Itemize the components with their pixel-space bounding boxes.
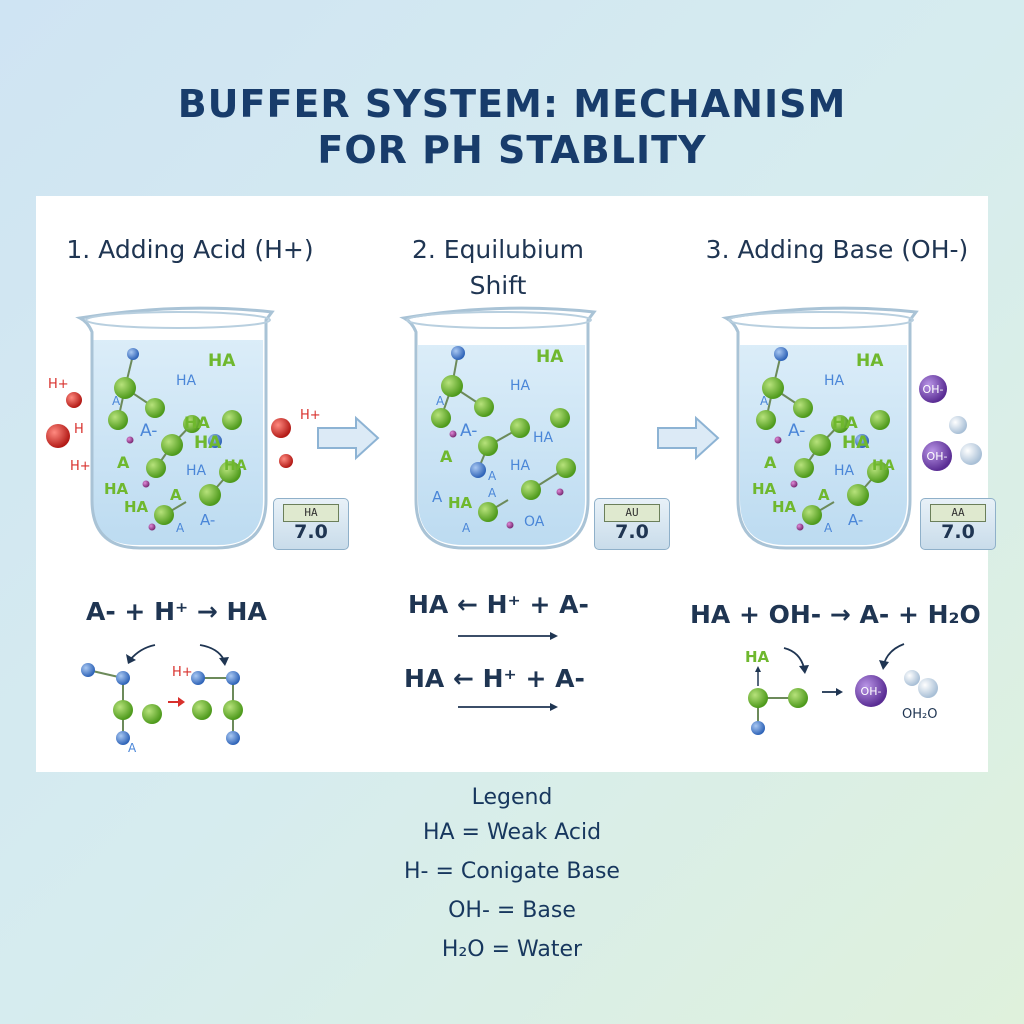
step-2-text: 2. Equilubium Shift (411, 235, 585, 300)
beaker-2: HA HA A A- HA A HA A A A HA OA A (399, 306, 597, 550)
b3-ha-8: HA (772, 498, 797, 516)
equation-step-2-line-2: HA ← H⁺ + A- (404, 664, 585, 693)
ph-meter-2: AU 7.0 (594, 498, 670, 550)
equation-step-1: A- + H⁺ → HA (86, 597, 267, 626)
b1-ha-1: HA (208, 351, 236, 371)
ph-meter-2-value: 7.0 (615, 521, 649, 543)
b1-ha-5: HA (186, 463, 207, 479)
b2-ha-1: HA (536, 347, 564, 367)
legend-item-base: OH- = Base (448, 898, 576, 923)
legend-title: Legend (471, 785, 553, 810)
legend-item-water: H₂O = Water (441, 937, 583, 962)
step-1-label: 1. Adding Acid (H+) (66, 235, 314, 264)
b2-a-5: A (432, 488, 443, 506)
beaker-3: HA HA A A- HA HA A HA HA HA A HA A- A (721, 306, 919, 550)
b2-a-minus-1: A- (460, 421, 477, 441)
equilibrium-arrows (458, 632, 558, 711)
acid-ions-right: H+ (271, 408, 321, 468)
h-plus-label-1: H+ (48, 377, 69, 392)
step-2-label: 2. Equilubium Shift (368, 232, 628, 304)
b3-ha-5: HA (834, 463, 855, 479)
b1-ha-8: HA (124, 498, 149, 516)
mech1-h-plus-label: H+ (172, 665, 193, 680)
b1-a-1: A (112, 394, 121, 408)
b3-a-2: A (764, 453, 777, 472)
b3-ha-4: HA (842, 433, 870, 453)
beaker-1: HA HA A A- HA HA A HA HA HA A HA A- A (75, 306, 275, 550)
b2-ha-5: HA (448, 494, 473, 512)
b2-ha-2: HA (510, 378, 531, 394)
b2-a-4: A (488, 486, 497, 500)
b3-ha-2: HA (824, 373, 845, 389)
equation-step-3: HA + OH- → A- + H₂O (690, 600, 981, 629)
ph-meter-3: AA 7.0 (920, 498, 996, 550)
b2-a-6: A (462, 521, 471, 535)
ph-meter-3-value: 7.0 (941, 521, 975, 543)
mech1-a-label: A (128, 741, 137, 755)
mech3-h2o-label: OH₂O (902, 707, 937, 722)
b3-a-3: A (818, 486, 830, 504)
b2-a-2: A (440, 447, 453, 466)
b2-ha-4: HA (510, 458, 531, 474)
b1-a-3: A (170, 486, 182, 504)
b3-a-1: A (760, 394, 769, 408)
b3-ha-7: HA (752, 480, 777, 498)
arrow-2-to-3 (657, 415, 720, 461)
b2-a-3: A (488, 469, 497, 483)
equation-step-2-line-1: HA ← H⁺ + A- (408, 590, 589, 619)
arrow-1-to-2 (317, 415, 380, 461)
b2-a-1: A (436, 394, 445, 408)
mechanism-1: A H+ (81, 644, 243, 755)
b1-ha-4: HA (194, 433, 222, 453)
b1-ha-3: HA (184, 413, 210, 432)
oh-minus-ion-1: OH- (923, 383, 944, 396)
b2-ha-3: HA (533, 430, 554, 446)
ph-meter-1-display: HA (283, 504, 339, 522)
b3-ha-1: HA (856, 351, 884, 371)
ph-meter-1-value: 7.0 (294, 521, 328, 543)
step-3-label: 3. Adding Base (OH-) (705, 235, 969, 264)
mechanism-3: HA OH- OH₂O (745, 643, 938, 735)
b1-a-minus-1: A- (140, 421, 157, 441)
b3-ha-3: HA (832, 413, 858, 432)
legend-item-weak-acid: HA = Weak Acid (422, 820, 602, 845)
b3-a-minus-1: A- (788, 421, 805, 441)
title-line-1: BUFFER SYSTEM: MECHANISM (177, 82, 847, 126)
oh-minus-ion-2: OH- (927, 450, 948, 463)
b3-ha-6: HA (872, 458, 895, 474)
b1-ha-2: HA (176, 373, 197, 389)
h-plus-label-2: H+ (70, 459, 91, 474)
legend-item-conjugate-base: H- = Conigate Base (404, 859, 620, 884)
b1-ha-7: HA (104, 480, 129, 498)
b3-a-minus-2: A- (848, 511, 863, 529)
b2-oa: OA (524, 514, 545, 530)
b1-a-minus-2: A- (200, 511, 215, 529)
mech3-ha-label: HA (745, 648, 770, 666)
ph-meter-3-display: AA (930, 504, 986, 522)
b1-a-2: A (117, 453, 130, 472)
h-plus-label-3: H+ (300, 408, 321, 423)
ph-meter-2-display: AU (604, 504, 660, 522)
b1-a-4: A (176, 521, 185, 535)
h-label: H (74, 422, 84, 437)
base-ions: OH- OH- (919, 375, 982, 471)
title-line-2: FOR PH STABLITY (317, 128, 707, 172)
ph-meter-1: HA 7.0 (273, 498, 349, 550)
acid-ions-left: H+ H H+ (46, 377, 91, 474)
mech3-oh-minus: OH- (861, 685, 882, 698)
b1-ha-6: HA (224, 458, 247, 474)
b3-a-4: A (824, 521, 833, 535)
